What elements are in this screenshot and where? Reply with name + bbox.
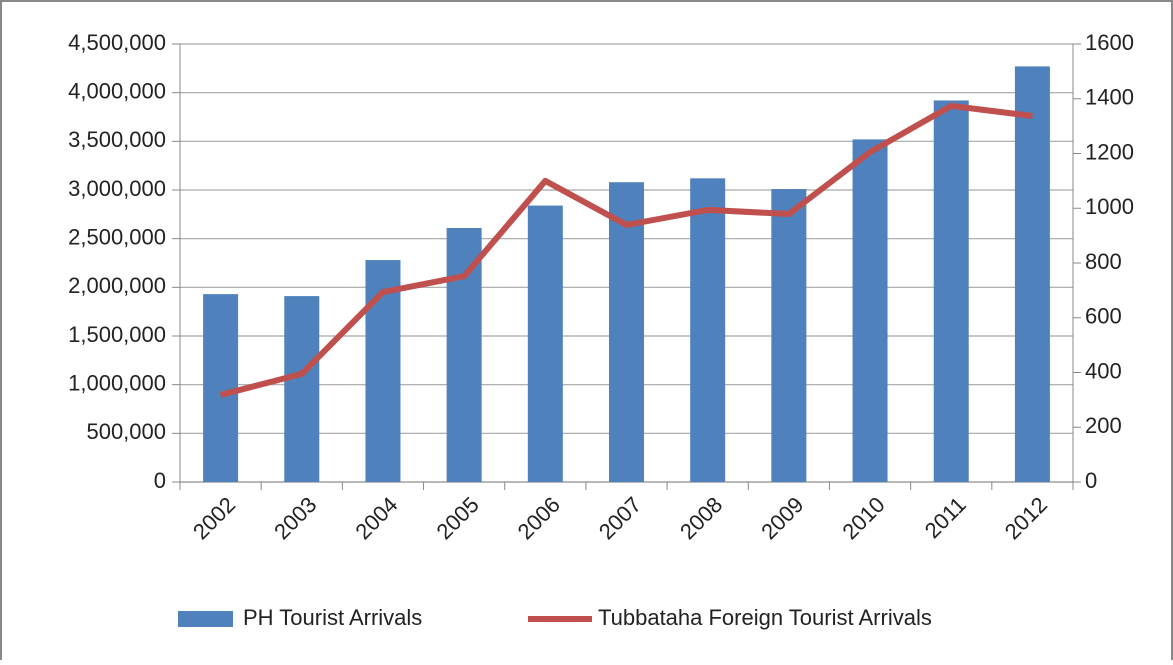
bar (203, 294, 239, 482)
y2-tick-label: 400 (1085, 358, 1122, 383)
y-tick-label: 2,000,000 (68, 273, 166, 298)
y2-tick-label: 1600 (1085, 30, 1134, 55)
bar (284, 296, 320, 482)
legend-swatch (178, 611, 233, 627)
y2-tick-label: 800 (1085, 249, 1122, 274)
bar (1014, 66, 1050, 483)
y-tick-label: 4,500,000 (68, 30, 166, 55)
y-tick-label: 1,500,000 (68, 322, 166, 347)
y2-tick-label: 200 (1085, 413, 1122, 438)
y-tick-label: 4,000,000 (68, 78, 166, 103)
y-tick-label: 2,500,000 (68, 224, 166, 249)
y-tick-label: 0 (154, 468, 166, 493)
line (219, 102, 1033, 398)
y-tick-label: 1,000,000 (68, 370, 166, 395)
y2-tick-label: 600 (1085, 304, 1122, 329)
bar (771, 189, 807, 482)
bar (365, 260, 401, 482)
bar (852, 139, 888, 483)
bar (609, 182, 644, 483)
y-tick-label: 500,000 (86, 419, 166, 444)
y2-tick-label: 1400 (1085, 85, 1134, 110)
y2-tick-label: 1000 (1085, 194, 1134, 219)
bar (690, 178, 726, 482)
bar (933, 100, 969, 482)
y2-tick-label: 0 (1085, 468, 1097, 493)
legend-label: PH Tourist Arrivals (243, 605, 422, 630)
bar (446, 227, 482, 482)
y-tick-label: 3,000,000 (68, 176, 166, 201)
bar (527, 205, 563, 482)
y2-tick-label: 1200 (1085, 139, 1134, 164)
legend-label: Tubbataha Foreign Tourist Arrivals (598, 605, 932, 630)
y-tick-label: 3,500,000 (68, 127, 166, 152)
